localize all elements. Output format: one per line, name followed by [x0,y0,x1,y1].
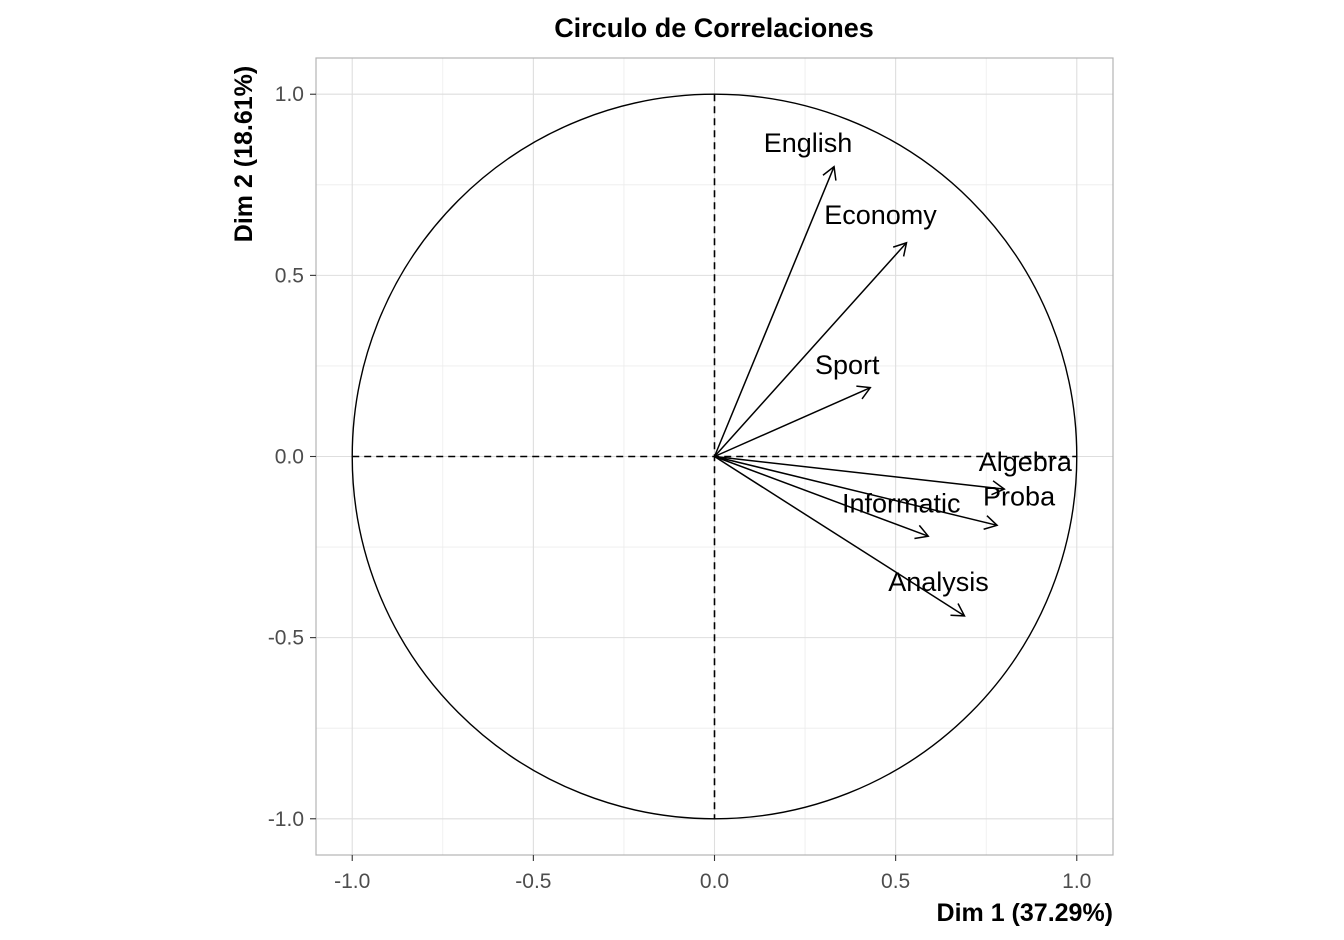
unit-circle [351,93,1078,820]
x-tick-label: -1.0 [334,870,370,893]
arrow-shaft-english [713,166,835,457]
arrow-head-english [822,165,837,181]
variable-label-english: English [764,128,853,158]
x-axis-title: Dim 1 (37.29%) [937,899,1113,927]
x-tick-label: 0.0 [700,870,729,893]
variable-labels: English Economy Sport Algebra Proba Informati… [764,128,1073,597]
arrow-shaft-informatic [714,455,929,537]
arrow-shaft-analysis [714,455,965,617]
arrow-head-analysis [950,603,966,617]
x-axis-ticks: -1.0 -0.5 0.0 0.5 1.0 [334,855,1091,893]
arrow-shaft-algebra [714,455,1005,490]
x-tick-label: 0.5 [881,870,910,893]
y-tick-label: -0.5 [268,627,304,650]
arrow-shaft-proba [714,455,998,527]
y-tick-label: 0.0 [275,446,304,469]
arrow-head-informatic [914,524,930,540]
y-tick-label: 1.0 [275,83,304,106]
variable-label-economy: Economy [824,200,937,230]
variable-label-analysis: Analysis [888,567,989,597]
variable-label-informatic: Informatic [842,488,961,518]
arrow-shaft-economy [713,242,908,458]
y-tick-label: 0.5 [275,264,304,287]
x-tick-label: -0.5 [515,870,551,893]
arrow-shaft-sport [714,386,871,458]
arrow-head-algebra [991,480,1006,496]
variable-label-algebra: Algebra [979,447,1073,477]
unit-circle-layer [351,93,1078,820]
variable-label-proba: Proba [983,481,1056,511]
y-axis-title: Dim 2 (18.61%) [230,66,258,242]
variable-label-sport: Sport [815,350,880,380]
x-tick-label: 1.0 [1062,870,1091,893]
y-tick-label: -1.0 [268,808,304,831]
chart-title: Circulo de Correlaciones [554,13,874,43]
arrow-head-sport [856,385,872,400]
variable-arrows [713,165,1006,617]
arrow-head-economy [892,241,908,257]
y-axis-ticks: -1.0 -0.5 0.0 0.5 1.0 [268,83,316,831]
arrow-head-proba [983,515,999,530]
